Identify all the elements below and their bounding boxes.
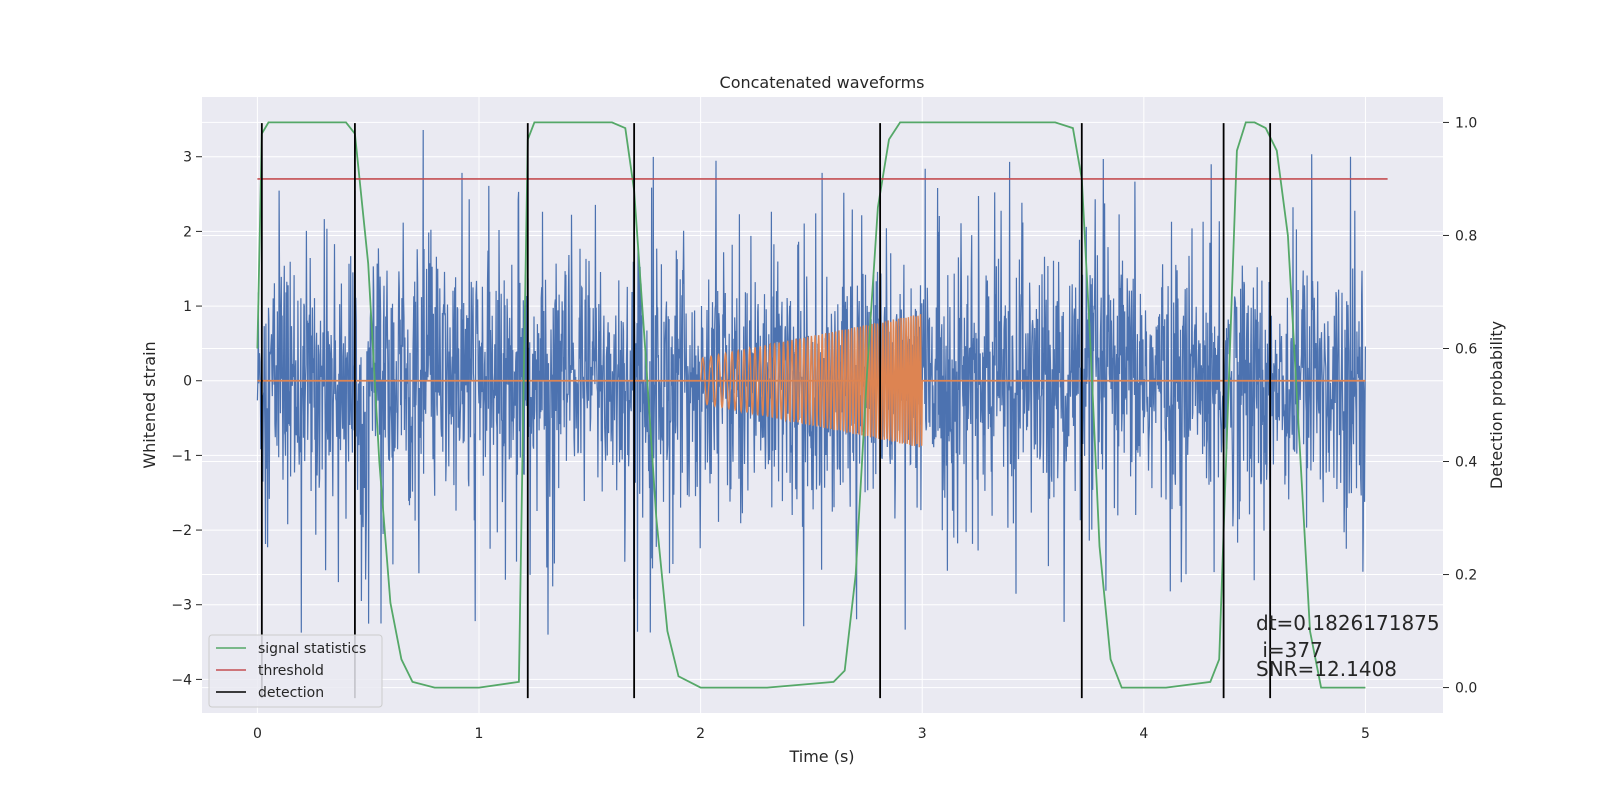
x-tick-label: 0 — [253, 726, 262, 742]
y2-tick-label: 0.6 — [1455, 341, 1477, 357]
signal-statistics-series — [256, 121, 1366, 689]
legend-label-threshold: threshold — [258, 663, 324, 679]
injection-line — [699, 314, 923, 448]
y2-axis-title: Detection probability — [1487, 321, 1506, 489]
y2-tick-label: 0.4 — [1455, 455, 1477, 471]
x-tick-label: 2 — [696, 726, 705, 742]
y-tick-label: 1 — [183, 299, 192, 315]
legend-label-signal-statistics: signal statistics — [258, 641, 366, 657]
legend: signal statistics threshold detection — [208, 634, 383, 708]
x-tick-label: 4 — [1139, 726, 1148, 742]
y2-tick-label: 0.0 — [1455, 681, 1477, 697]
y-tick-label: −4 — [171, 672, 192, 688]
y-tick-label: 3 — [183, 150, 192, 166]
y-tick-label: −1 — [171, 448, 192, 464]
y2-tick-label: 0.2 — [1455, 568, 1477, 584]
y-tick-label: −3 — [171, 598, 192, 614]
legend-box — [208, 634, 383, 708]
detection-series — [260, 123, 1272, 699]
strain-series — [256, 129, 1366, 635]
x-tick-label: 1 — [475, 726, 484, 742]
x-tick-label: 3 — [918, 726, 927, 742]
annotation-index: i=377 — [1256, 638, 1323, 662]
x-axis-title: Time (s) — [788, 747, 854, 766]
chart-title: Concatenated waveforms — [720, 73, 925, 92]
annotation-dt: dt=0.1826171875 — [1256, 611, 1440, 635]
y-axis-title: Whitened strain — [140, 341, 159, 468]
signal-statistics-line — [256, 121, 1366, 689]
annotation-snr: SNR=12.1408 — [1256, 657, 1397, 681]
y2-tick-label: 1.0 — [1455, 115, 1477, 131]
y-tick-label: 2 — [183, 224, 192, 240]
legend-label-detection: detection — [258, 685, 324, 701]
x-tick-label: 5 — [1361, 726, 1370, 742]
strain-line — [256, 129, 1366, 635]
injection-series — [257, 314, 1366, 448]
y-tick-label: 0 — [183, 374, 192, 390]
y2-axis-ticks: 0.0 0.2 0.4 0.6 0.8 1.0 — [1443, 115, 1477, 697]
y-tick-label: −2 — [171, 523, 192, 539]
x-axis-ticks: 0 1 2 3 4 5 — [253, 726, 1370, 742]
y2-tick-label: 0.8 — [1455, 228, 1477, 244]
y-axis-ticks: −4 −3 −2 −1 0 1 2 3 — [171, 150, 202, 688]
annotation: dt=0.1826171875 i=377 SNR=12.1408 — [1256, 611, 1440, 681]
